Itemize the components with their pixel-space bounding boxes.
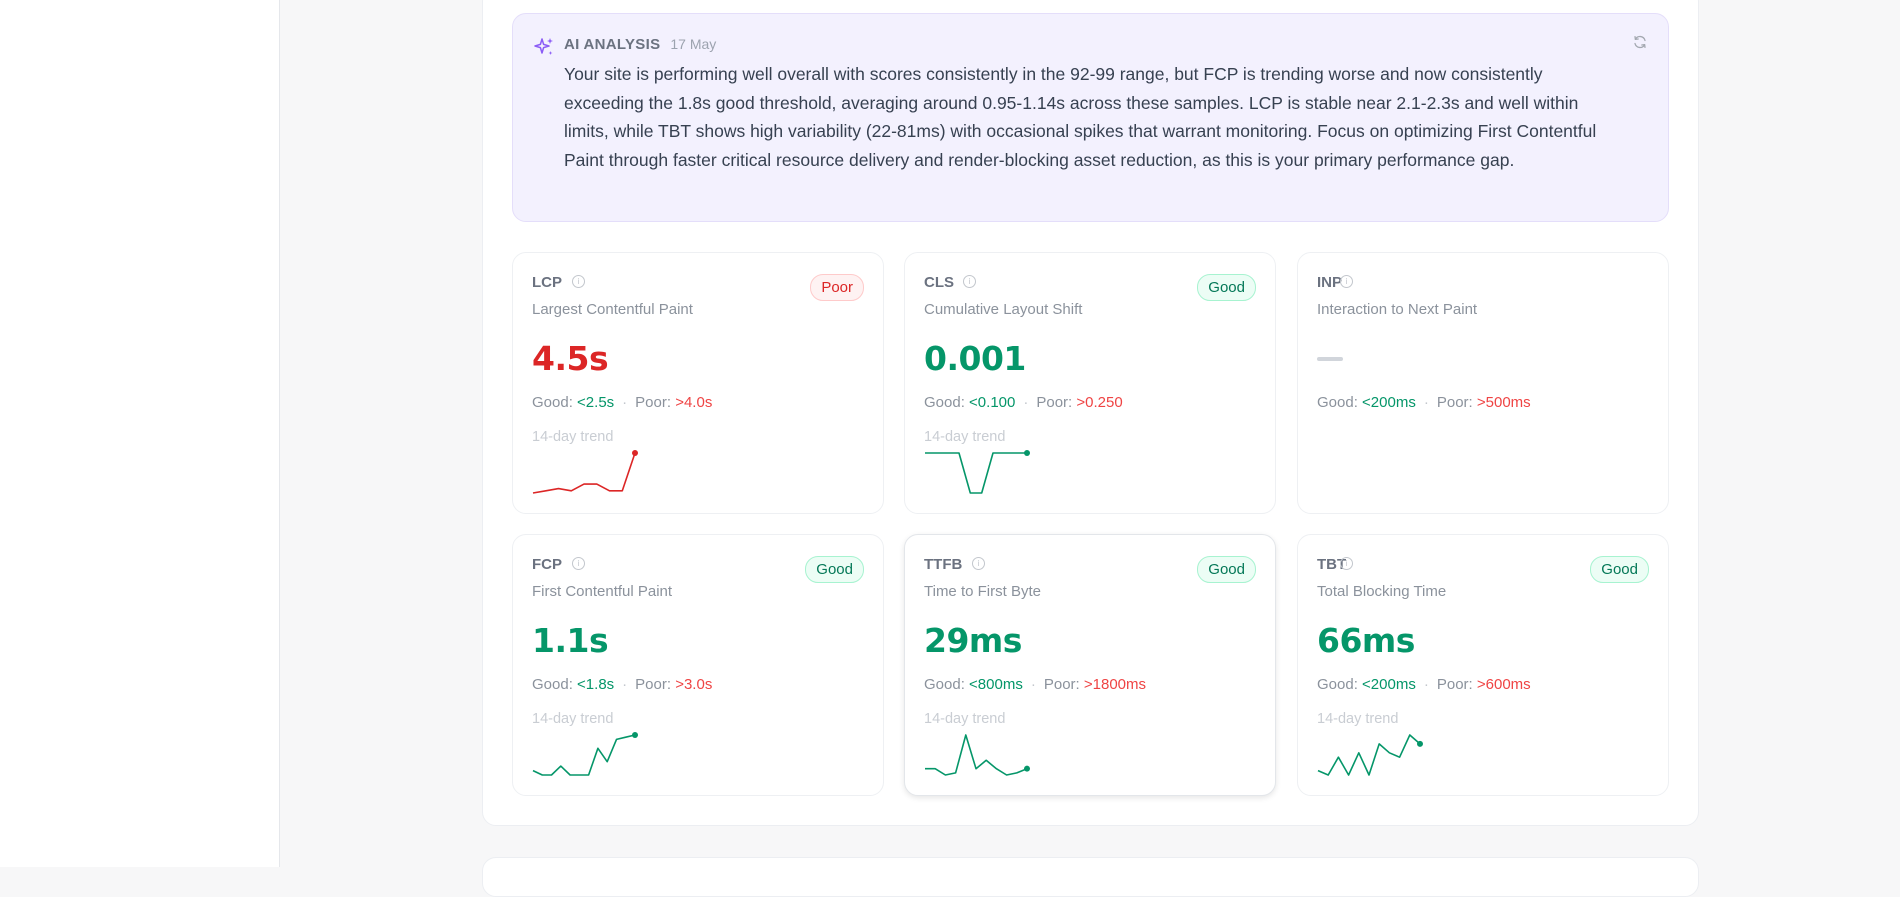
poor-threshold: >1800ms [1083,676,1146,693]
trend-line [925,452,1027,494]
good-label: Good: [1317,676,1358,693]
trend-line [532,734,636,776]
poor-label: Poor: [1043,676,1080,693]
status-badge: Good [1590,556,1649,583]
trend-latest-point [1024,450,1030,456]
trend-label: 14-day trend [532,711,614,727]
info-icon[interactable]: i [572,275,585,288]
no-value-placeholder [1317,357,1343,361]
metric-value: 1.1s [532,621,609,660]
metric-abbr: TTFB [924,556,963,573]
trend-sparkline [532,450,638,494]
trend-latest-point [632,732,638,738]
trend-line [532,452,636,494]
good-threshold: <200ms [1362,394,1416,411]
trend-sparkline [925,734,1030,776]
trend-sparkline [1317,734,1423,776]
good-threshold: <0.100 [969,394,1016,411]
poor-threshold: >600ms [1476,676,1531,693]
metric-value: 0.001 [924,339,1026,378]
metric-thresholds: Good: <800ms · Poor: >1800ms [924,676,1146,693]
info-icon[interactable]: i [972,557,985,570]
trend-label: 14-day trend [924,711,1006,727]
metric-abbr: TBT [1317,556,1347,573]
poor-label: Poor: [1036,394,1073,411]
status-badge: Good [1197,556,1256,583]
poor-threshold: >500ms [1476,394,1531,411]
status-badge: Good [805,556,864,583]
info-icon[interactable]: i [1340,557,1353,570]
good-label: Good: [532,676,573,693]
metric-thresholds: Good: <200ms · Poor: >500ms [1317,394,1531,411]
good-label: Good: [924,394,965,411]
poor-label: Poor: [1436,676,1473,693]
ai-analysis-text: Your site is performing well overall wit… [564,64,1597,170]
metric-card-cls[interactable]: CLS i Cumulative Layout Shift Good 0.001… [904,252,1276,514]
trend-sparkline [925,450,1030,494]
metric-abbr: CLS [924,274,954,291]
metric-thresholds: Good: <0.100 · Poor: >0.250 [924,394,1123,411]
good-label: Good: [1317,394,1358,411]
metric-name: Total Blocking Time [1317,583,1447,600]
trend-line [925,734,1028,776]
metric-abbr: LCP [532,274,562,291]
metric-thresholds: Good: <1.8s · Poor: >3.0s [532,676,713,693]
status-badge: Poor [810,274,864,301]
metric-abbr: INP [1317,274,1343,291]
metric-thresholds: Good: <2.5s · Poor: >4.0s [532,394,713,411]
good-threshold: <2.5s [577,394,615,411]
trend-label: 14-day trend [532,429,614,445]
poor-label: Poor: [635,394,672,411]
ai-analysis-header: AI ANALYSIS 17 May [564,36,716,53]
trend-label: 14-day trend [1317,711,1399,727]
metric-name: Interaction to Next Paint [1317,301,1478,318]
trend-latest-point [632,450,638,456]
trend-line [1317,734,1421,776]
trend-label: 14-day trend [924,429,1006,445]
metric-name: Cumulative Layout Shift [924,301,1083,318]
left-pane [0,0,280,867]
metric-card-lcp[interactable]: LCP i Largest Contentful Paint Poor 4.5s… [512,252,884,514]
good-label: Good: [924,676,965,693]
metric-name: Time to First Byte [924,583,1041,600]
ai-analysis-panel: AI ANALYSIS 17 May Your site is performi… [512,13,1669,222]
trend-latest-point [1417,740,1423,747]
status-badge: Good [1197,274,1256,301]
metric-name: Largest Contentful Paint [532,301,693,318]
good-label: Good: [532,394,573,411]
good-threshold: <1.8s [577,676,615,693]
sparkles-icon [534,38,553,55]
poor-threshold: >0.250 [1076,394,1123,411]
info-icon[interactable]: i [572,557,585,570]
poor-label: Poor: [635,676,672,693]
info-icon[interactable]: i [1340,275,1353,288]
ai-analysis-date: 17 May [670,36,717,52]
metric-card-tbt[interactable]: TBT i Total Blocking Time Good 66ms Good… [1297,534,1669,796]
metric-card-fcp[interactable]: FCP i First Contentful Paint Good 1.1s G… [512,534,884,796]
ai-analysis-title: AI ANALYSIS [564,36,661,53]
trend-sparkline [532,732,638,776]
metric-abbr: FCP [532,556,562,573]
poor-threshold: >3.0s [675,676,713,693]
metric-thresholds: Good: <200ms · Poor: >600ms [1317,676,1531,693]
poor-label: Poor: [1436,394,1473,411]
metric-card-inp[interactable]: INP i Interaction to Next Paint Good: <2… [1297,252,1669,514]
next-section-card [482,857,1699,897]
good-threshold: <800ms [969,676,1023,693]
poor-threshold: >4.0s [675,394,713,411]
metric-value: 66ms [1317,621,1415,660]
metric-card-ttfb[interactable]: TTFB i Time to First Byte Good 29ms Good… [904,534,1276,796]
metric-value: 29ms [924,621,1022,660]
good-threshold: <200ms [1362,676,1416,693]
metric-value: 4.5s [532,339,609,378]
metric-name: First Contentful Paint [532,583,673,600]
trend-latest-point [1024,765,1030,772]
refresh-icon[interactable] [1632,34,1648,50]
info-icon[interactable]: i [963,275,976,288]
